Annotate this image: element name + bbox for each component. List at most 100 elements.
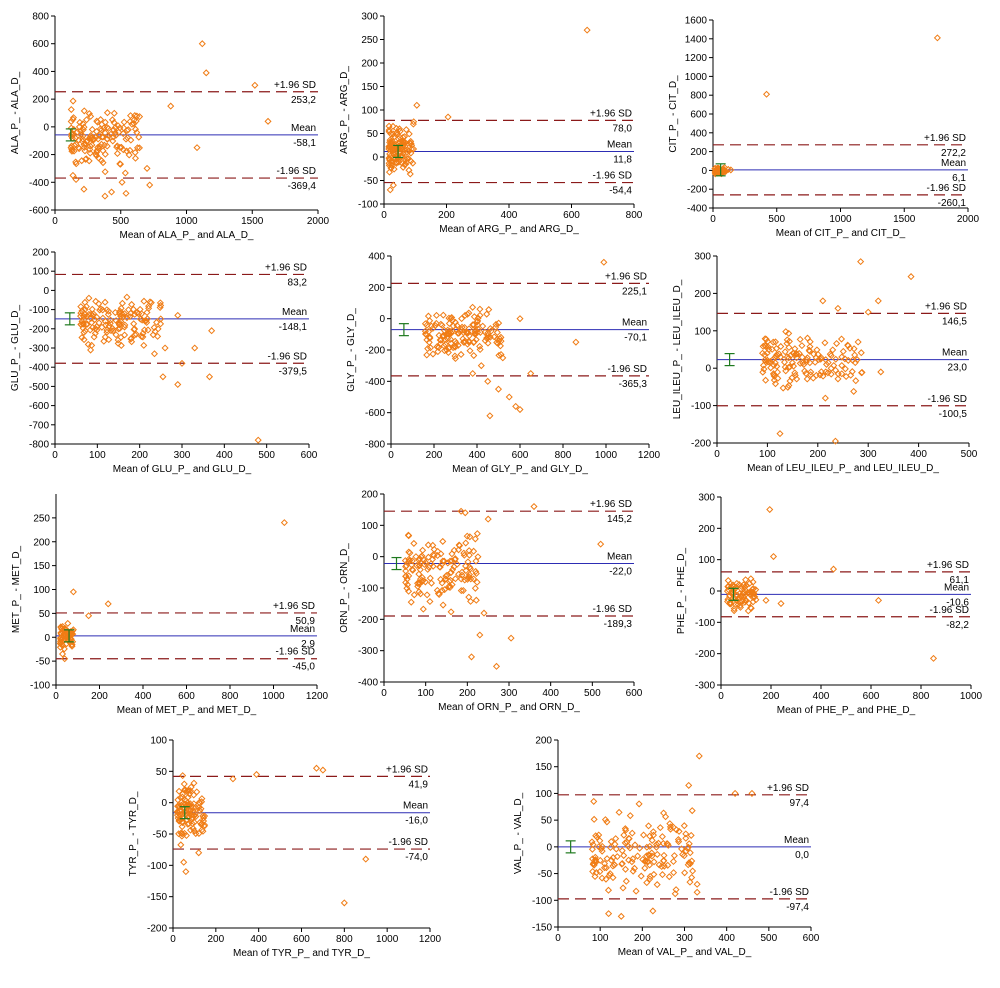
x-tick-label: 600 — [563, 210, 580, 221]
data-point — [766, 505, 774, 514]
data-point — [403, 575, 411, 583]
data-point — [421, 558, 429, 566]
data-point — [640, 831, 648, 839]
data-point — [483, 334, 491, 342]
data-point — [392, 159, 400, 167]
y-tick-label: -600 — [365, 408, 385, 419]
y-tick-label: 600 — [32, 39, 49, 50]
data-point — [104, 310, 112, 318]
data-point — [121, 169, 129, 177]
data-point — [681, 869, 689, 877]
data-point — [138, 316, 146, 324]
x-axis-label: Mean of TYR_P_ and TYR_D_ — [233, 948, 370, 959]
data-point — [178, 832, 186, 840]
x-axis-label: Mean of ALA_P_ and ALA_D_ — [120, 230, 254, 241]
data-point — [762, 335, 770, 343]
data-point — [639, 855, 647, 864]
data-point — [150, 350, 159, 358]
data-point — [803, 375, 811, 383]
lower-limit-name: -1.96 SD — [268, 351, 307, 362]
data-point — [399, 163, 407, 171]
y-tick-label: -200 — [691, 439, 711, 450]
data-point — [440, 347, 449, 355]
data-point — [650, 870, 658, 878]
data-point — [484, 377, 492, 385]
data-point — [159, 373, 167, 381]
y-tick-label: -50 — [364, 176, 379, 187]
data-point — [191, 344, 199, 352]
upper-limit-name: +1.96 SD — [927, 560, 969, 571]
data-point — [462, 539, 470, 547]
data-point — [649, 831, 658, 839]
y-tick-label: 0 — [161, 798, 167, 809]
data-point — [101, 192, 109, 200]
data-point — [630, 864, 639, 872]
data-point — [462, 562, 470, 570]
y-tick-label: 200 — [32, 248, 49, 259]
data-point — [758, 349, 767, 357]
data-point — [590, 797, 598, 805]
x-tick-label: 600 — [512, 450, 529, 461]
data-point — [143, 315, 151, 323]
y-tick-label: 200 — [698, 524, 715, 535]
data-point — [80, 336, 88, 344]
y-tick-label: 50 — [541, 816, 553, 827]
data-point — [76, 118, 84, 126]
data-point — [589, 867, 597, 876]
data-point — [685, 840, 693, 848]
upper-limit-name: +1.96 SD — [386, 764, 428, 775]
data-point — [389, 181, 397, 189]
data-point — [137, 332, 145, 340]
x-tick-label: 400 — [216, 450, 233, 461]
data-point — [97, 116, 105, 124]
lower-limit-value: -100,5 — [939, 409, 968, 420]
data-point — [451, 343, 459, 351]
data-point — [834, 370, 842, 378]
lower-limit-name: -1.96 SD — [593, 171, 632, 182]
data-point — [405, 555, 413, 563]
y-tick-label: 100 — [33, 585, 50, 596]
data-point — [821, 339, 829, 347]
data-point — [485, 306, 493, 314]
data-point — [793, 375, 801, 383]
y-axis-label: ORN_P_ - ORN_D_ — [339, 543, 350, 633]
mean-name: Mean — [290, 624, 315, 635]
data-point — [774, 374, 782, 382]
y-axis-label: CIT_P_ - CIT_D_ — [668, 75, 679, 153]
data-point — [75, 136, 83, 144]
data-point — [127, 112, 135, 120]
data-point — [600, 864, 609, 872]
data-point — [607, 856, 616, 864]
data-point — [492, 323, 500, 331]
data-point — [146, 181, 154, 189]
data-point — [646, 842, 654, 850]
data-point — [688, 857, 696, 865]
data-point — [674, 836, 682, 844]
data-point — [438, 560, 446, 568]
data-point — [591, 853, 599, 861]
y-tick-label: 300 — [694, 252, 711, 263]
lower-limit-value: -379,5 — [279, 366, 308, 377]
data-point — [87, 346, 95, 354]
data-point — [405, 130, 413, 138]
data-point — [64, 619, 72, 627]
y-tick-label: -200 — [29, 324, 49, 335]
x-tick-label: 300 — [860, 449, 877, 460]
data-point — [472, 336, 480, 344]
data-point — [505, 393, 513, 401]
data-point — [747, 575, 755, 583]
y-tick-label: 200 — [694, 289, 711, 300]
data-point — [103, 135, 111, 143]
data-point — [176, 794, 185, 802]
data-point — [601, 860, 609, 868]
data-point — [723, 587, 731, 595]
data-point — [85, 294, 93, 302]
data-point — [85, 310, 93, 318]
data-point — [693, 880, 701, 888]
data-point — [91, 329, 99, 337]
bland-altman-chart-3: -400 -200 0 200 400 600 800 1000 1200 1400 1600 0 50… — [668, 16, 980, 240]
data-point — [80, 123, 88, 131]
data-point — [467, 653, 476, 661]
data-point — [476, 342, 484, 350]
